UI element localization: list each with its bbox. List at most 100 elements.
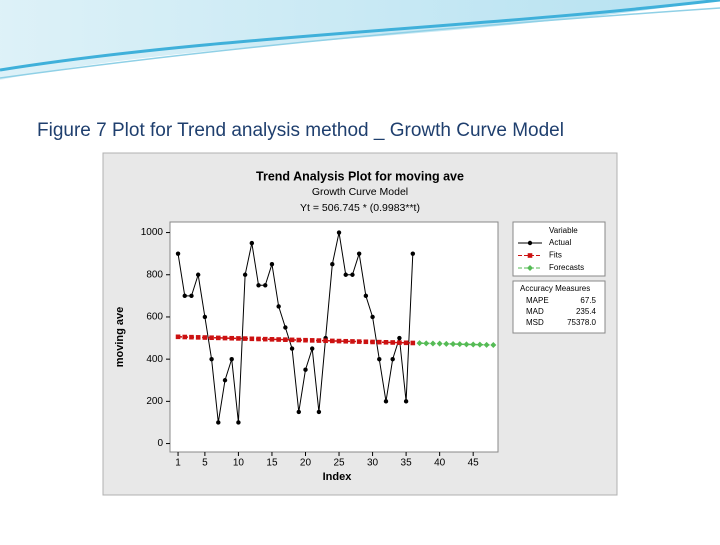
point	[443, 340, 450, 347]
point	[242, 272, 248, 277]
point	[330, 262, 335, 267]
point	[229, 356, 234, 362]
point	[229, 335, 235, 341]
point	[410, 340, 416, 346]
point	[463, 341, 470, 348]
point	[343, 272, 348, 277]
point	[356, 339, 362, 344]
point	[403, 399, 409, 404]
accuracy-value: 235.4	[576, 307, 597, 316]
x-tick-label: 15	[266, 458, 278, 469]
point	[195, 272, 201, 277]
point	[216, 420, 221, 425]
point	[256, 336, 261, 342]
point	[330, 338, 335, 344]
point	[383, 399, 389, 404]
x-tick-label: 5	[202, 458, 208, 469]
header-swoosh	[0, 0, 720, 80]
plot-area	[169, 221, 499, 453]
point	[263, 283, 268, 288]
accuracy-box	[512, 280, 606, 334]
point	[175, 251, 181, 256]
point	[450, 341, 457, 348]
point	[383, 339, 389, 345]
point	[390, 356, 395, 362]
chart-subtitle: Yt = 506.745 * (0.9983**t)	[300, 202, 420, 214]
point	[356, 251, 362, 256]
chart-subtitle: Growth Curve Model	[312, 186, 408, 198]
point	[296, 337, 302, 343]
x-tick-label: 30	[367, 458, 379, 469]
point	[310, 346, 315, 351]
y-tick-label: 200	[146, 396, 163, 407]
point	[276, 304, 281, 309]
point	[262, 336, 268, 342]
point	[222, 378, 228, 383]
point	[423, 340, 430, 347]
accuracy-name: MAPE	[526, 296, 549, 305]
legend-marker	[527, 240, 533, 246]
point	[350, 272, 355, 277]
point	[370, 339, 375, 345]
point	[189, 334, 194, 340]
point	[309, 338, 315, 343]
point	[269, 337, 275, 342]
point	[222, 335, 228, 341]
x-tick-label: 20	[300, 458, 312, 469]
point	[376, 339, 382, 345]
point	[343, 338, 349, 344]
point	[276, 337, 281, 342]
series-line	[177, 232, 414, 423]
point	[370, 314, 375, 320]
point	[242, 336, 248, 341]
point	[303, 367, 308, 372]
point	[249, 240, 255, 246]
point	[336, 338, 342, 344]
point	[182, 293, 187, 299]
point	[289, 346, 295, 351]
point	[236, 336, 241, 341]
point	[410, 251, 416, 256]
point	[209, 335, 214, 341]
point	[289, 337, 295, 343]
legend-label: Fits	[549, 251, 562, 260]
point	[403, 340, 409, 346]
accuracy-title: Accuracy Measures	[520, 284, 590, 293]
point	[336, 230, 342, 235]
x-tick-label: 35	[401, 458, 413, 469]
point	[390, 340, 395, 345]
slide-caption: Figure 7 Plot for Trend analysis method …	[37, 120, 564, 141]
accuracy-name: MSD	[526, 318, 544, 327]
accuracy-value: 75378.0	[567, 318, 596, 327]
point	[323, 338, 328, 344]
point	[283, 337, 288, 342]
x-tick-label: 45	[468, 458, 480, 469]
point	[316, 409, 322, 415]
point	[416, 340, 423, 347]
point	[236, 420, 241, 425]
point	[470, 341, 477, 348]
y-tick-label: 800	[146, 269, 163, 280]
y-tick-label: 400	[146, 354, 163, 365]
y-tick-label: 1000	[141, 227, 164, 238]
point	[296, 409, 301, 415]
point	[490, 342, 497, 349]
point	[436, 340, 443, 347]
point	[256, 283, 261, 288]
point	[476, 341, 483, 348]
legend-label: Actual	[549, 238, 571, 247]
point	[182, 334, 188, 340]
x-tick-label: 10	[233, 458, 245, 469]
point	[397, 335, 402, 341]
accuracy-value: 67.5	[580, 296, 596, 305]
x-tick-label: 40	[434, 458, 446, 469]
legend-marker	[527, 265, 533, 271]
x-tick-label: 25	[333, 458, 345, 469]
point	[249, 336, 255, 342]
point	[363, 339, 369, 345]
point	[303, 337, 308, 343]
header-swoosh-line	[0, 0, 720, 72]
point	[175, 334, 181, 340]
point	[377, 356, 382, 362]
